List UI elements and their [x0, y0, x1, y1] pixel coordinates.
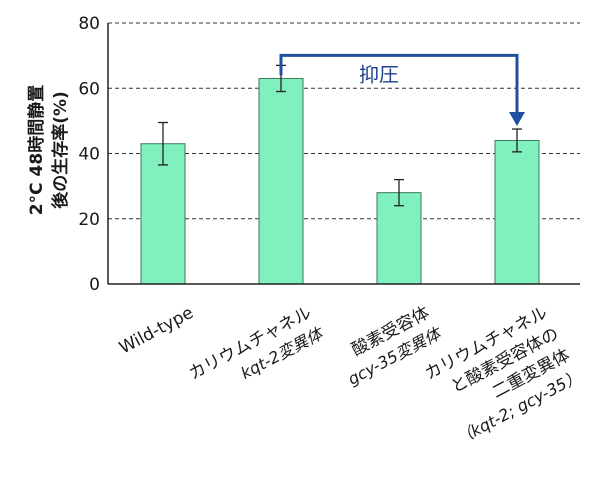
y-tick-label: 80 [78, 14, 100, 34]
bar [140, 143, 186, 285]
category-label: Wild-type [116, 303, 197, 359]
bars [140, 77, 540, 285]
annotation-arrowhead [509, 112, 525, 127]
bar [494, 139, 540, 285]
y-tick-label: 0 [89, 275, 100, 295]
bar [258, 77, 304, 285]
category-label-line: Wild-type [116, 303, 197, 359]
bar [376, 192, 422, 285]
axes [107, 23, 580, 285]
y-tick-label: 60 [78, 79, 100, 99]
annotation: 抑圧 [279, 53, 525, 127]
y-tick-label: 20 [78, 210, 100, 230]
y-tick-labels: 0 20 40 60 80 [78, 14, 100, 295]
annotation-label: 抑圧 [359, 62, 399, 86]
y-axis-title-line: 後の生存率(%) [50, 91, 71, 209]
annotation-arrow [279, 53, 519, 115]
y-axis-title-line: 2°C 48時間静置 [26, 85, 47, 215]
y-tick-label: 40 [78, 145, 100, 165]
error-bars [158, 64, 522, 207]
y-axis-title: 2°C 48時間静置 後の生存率(%) [26, 85, 71, 215]
